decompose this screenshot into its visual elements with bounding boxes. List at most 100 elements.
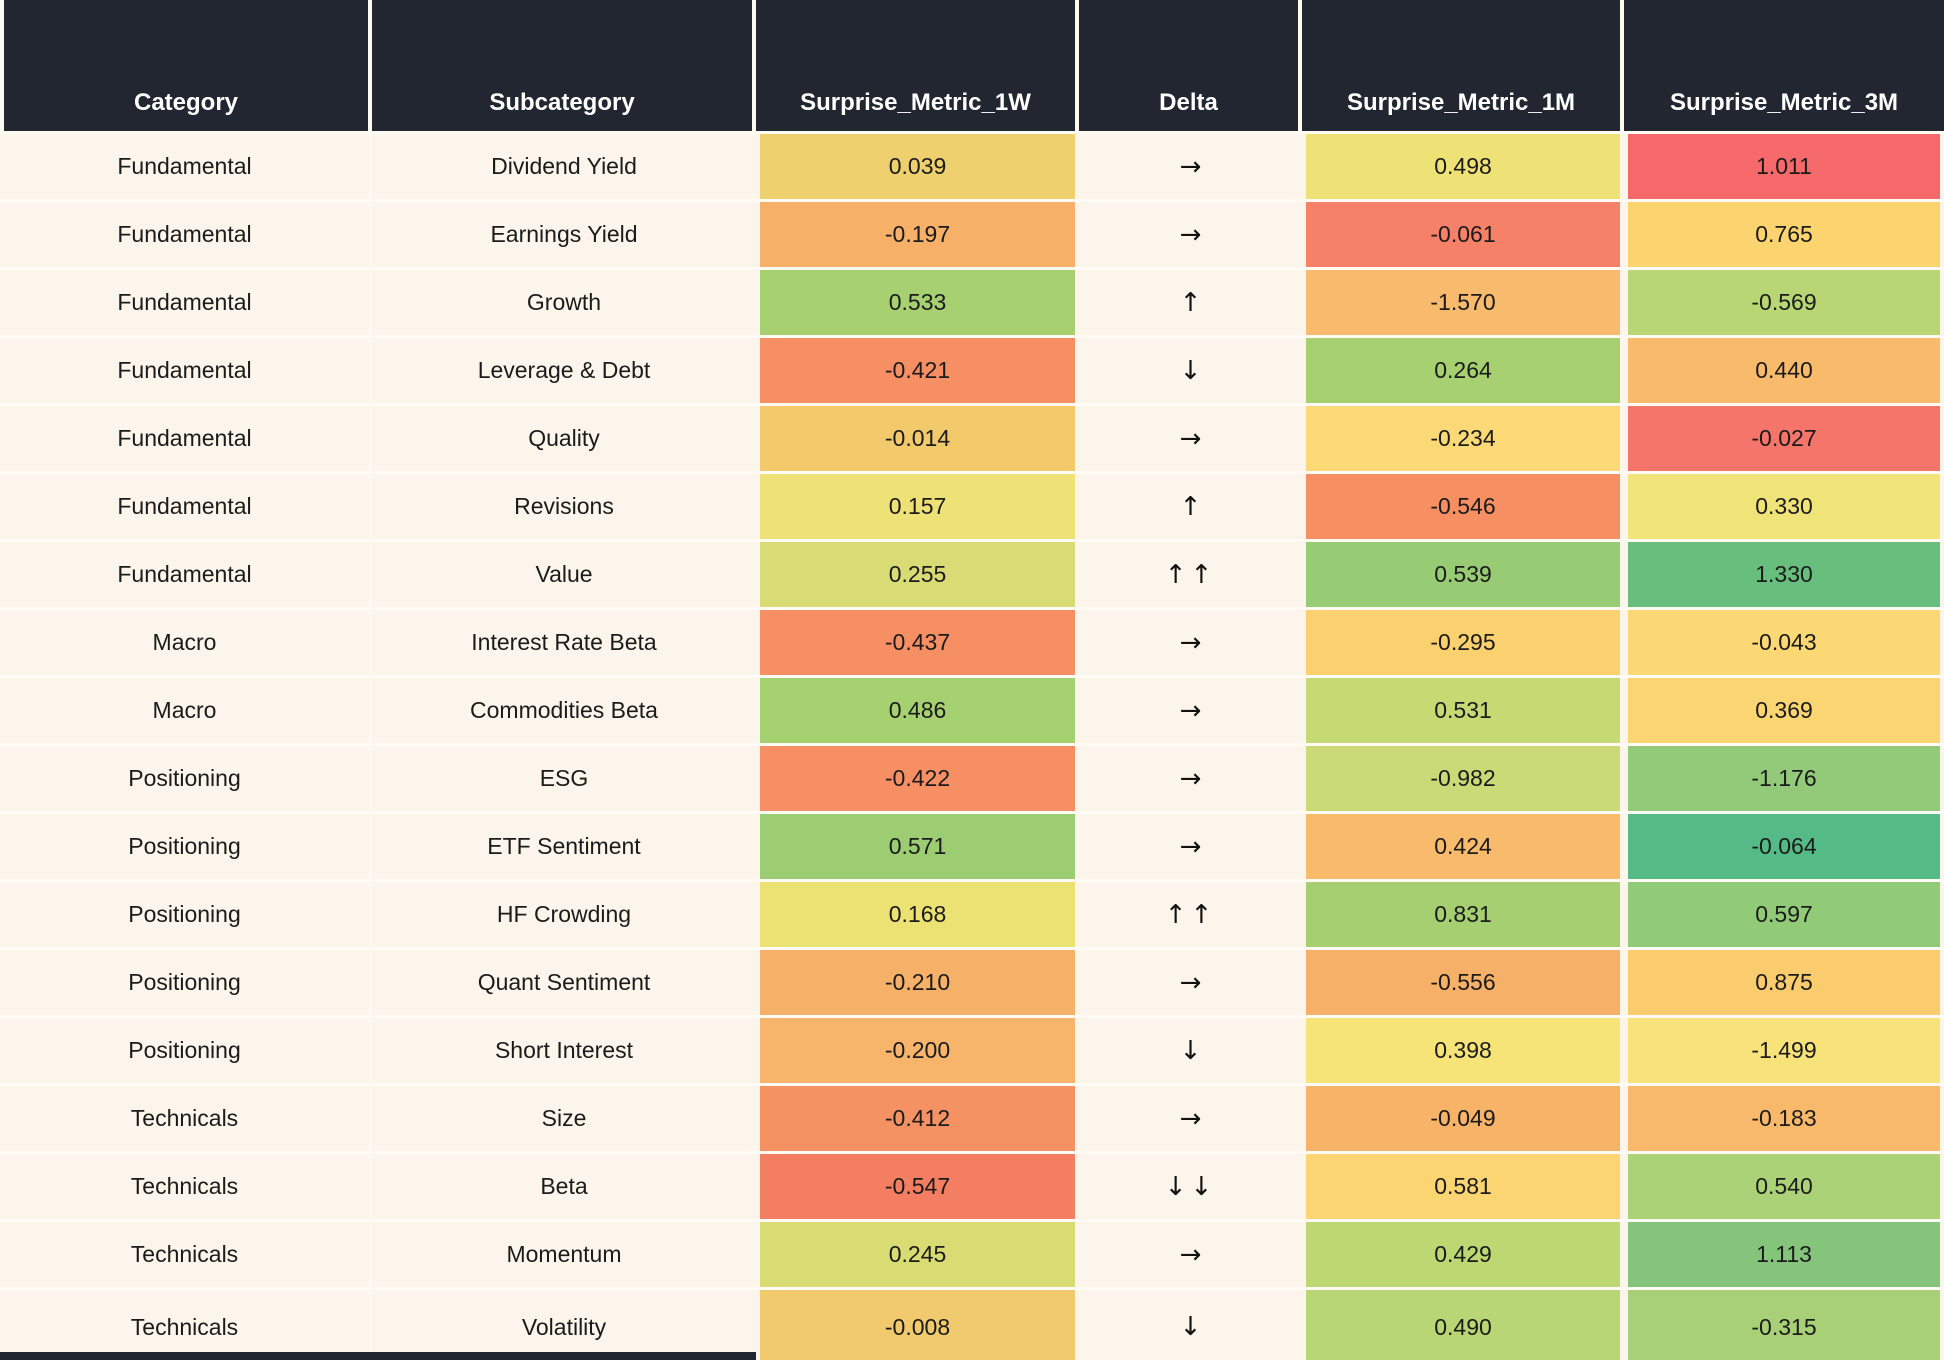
heatmap-cell: -0.569: [1628, 270, 1940, 335]
heatmap-cell: 0.531: [1306, 678, 1620, 743]
metric-1m-cell: -0.556: [1302, 950, 1624, 1018]
heatmap-cell: 0.398: [1306, 1018, 1620, 1083]
subcategory-cell: Momentum: [372, 1222, 756, 1290]
heatmap-cell: -0.422: [760, 746, 1075, 811]
metric-1w-cell: -0.422: [756, 746, 1079, 814]
metric-1m-cell: 0.539: [1302, 542, 1624, 610]
category-cell: Positioning: [0, 746, 372, 814]
heatmap-cell: -0.556: [1306, 950, 1620, 1015]
metric-1w-cell: 0.157: [756, 474, 1079, 542]
heatmap-cell: -0.546: [1306, 474, 1620, 539]
category-cell: Fundamental: [0, 338, 372, 406]
heatmap-cell: 0.498: [1306, 134, 1620, 199]
heatmap-cell: -0.043: [1628, 610, 1940, 675]
subcategory-cell: Volatility: [372, 1290, 756, 1360]
metric-1w-cell: -0.210: [756, 950, 1079, 1018]
category-cell: Macro: [0, 678, 372, 746]
metric-3m-cell: 1.330: [1624, 542, 1944, 610]
delta-cell: ↑: [1079, 270, 1302, 338]
metric-1w-cell: 0.533: [756, 270, 1079, 338]
column-header-surprise-metric-3m: Surprise_Metric_3M: [1624, 0, 1944, 134]
metric-3m-cell: 0.330: [1624, 474, 1944, 542]
heatmap-cell: 0.540: [1628, 1154, 1940, 1219]
delta-cell: ↑: [1079, 474, 1302, 542]
category-cell: Fundamental: [0, 474, 372, 542]
heatmap-cell: -0.183: [1628, 1086, 1940, 1151]
heatmap-cell: -0.064: [1628, 814, 1940, 879]
delta-cell: →: [1079, 1222, 1302, 1290]
subcategory-cell: ESG: [372, 746, 756, 814]
heatmap-cell: -0.982: [1306, 746, 1620, 811]
metric-1w-cell: 0.168: [756, 882, 1079, 950]
metric-1m-cell: -0.061: [1302, 202, 1624, 270]
delta-cell: →: [1079, 678, 1302, 746]
metric-3m-cell: -1.176: [1624, 746, 1944, 814]
heatmap-cell: 0.875: [1628, 950, 1940, 1015]
subcategory-cell: Commodities Beta: [372, 678, 756, 746]
metric-3m-cell: 1.113: [1624, 1222, 1944, 1290]
subcategory-cell: Quant Sentiment: [372, 950, 756, 1018]
metric-1m-cell: -0.295: [1302, 610, 1624, 678]
heatmap-cell: 0.245: [760, 1222, 1075, 1287]
heatmap-cell: -0.049: [1306, 1086, 1620, 1151]
subcategory-cell: Leverage & Debt: [372, 338, 756, 406]
heatmap-cell: 0.424: [1306, 814, 1620, 879]
heatmap-cell: 0.369: [1628, 678, 1940, 743]
column-header-surprise-metric-1w: Surprise_Metric_1W: [756, 0, 1079, 134]
delta-cell: →: [1079, 746, 1302, 814]
delta-cell: →: [1079, 134, 1302, 202]
metric-1m-cell: 0.581: [1302, 1154, 1624, 1222]
heatmap-cell: -0.547: [760, 1154, 1075, 1219]
subcategory-cell: Short Interest: [372, 1018, 756, 1086]
heatmap-cell: 0.255: [760, 542, 1075, 607]
heatmap-cell: 1.330: [1628, 542, 1940, 607]
metric-1w-cell: -0.200: [756, 1018, 1079, 1086]
delta-cell: →: [1079, 950, 1302, 1018]
metric-3m-cell: 0.440: [1624, 338, 1944, 406]
heatmap-cell: 0.039: [760, 134, 1075, 199]
category-cell: Technicals: [0, 1290, 372, 1360]
heatmap-cell: -0.197: [760, 202, 1075, 267]
heatmap-cell: -0.412: [760, 1086, 1075, 1151]
subcategory-cell: Quality: [372, 406, 756, 474]
heatmap-cell: 0.597: [1628, 882, 1940, 947]
metric-3m-cell: -0.064: [1624, 814, 1944, 882]
metric-1w-cell: 0.486: [756, 678, 1079, 746]
heatmap-cell: 0.533: [760, 270, 1075, 335]
subcategory-cell: Revisions: [372, 474, 756, 542]
category-cell: Fundamental: [0, 542, 372, 610]
subcategory-cell: Interest Rate Beta: [372, 610, 756, 678]
metric-1w-cell: -0.547: [756, 1154, 1079, 1222]
category-cell: Positioning: [0, 882, 372, 950]
delta-cell: →: [1079, 1086, 1302, 1154]
metric-1m-cell: 0.398: [1302, 1018, 1624, 1086]
metric-3m-cell: 0.540: [1624, 1154, 1944, 1222]
metric-1m-cell: -1.570: [1302, 270, 1624, 338]
metric-3m-cell: 0.597: [1624, 882, 1944, 950]
heatmap-cell: -0.200: [760, 1018, 1075, 1083]
metric-3m-cell: 0.875: [1624, 950, 1944, 1018]
metric-3m-cell: -0.043: [1624, 610, 1944, 678]
heatmap-cell: 1.011: [1628, 134, 1940, 199]
metric-3m-cell: -1.499: [1624, 1018, 1944, 1086]
delta-cell: →: [1079, 202, 1302, 270]
category-cell: Technicals: [0, 1222, 372, 1290]
metric-1w-cell: -0.412: [756, 1086, 1079, 1154]
subcategory-cell: Size: [372, 1086, 756, 1154]
category-cell: Positioning: [0, 1018, 372, 1086]
metric-1m-cell: 0.424: [1302, 814, 1624, 882]
category-cell: Fundamental: [0, 134, 372, 202]
delta-cell: ↓: [1079, 1018, 1302, 1086]
column-header-category: Category: [0, 0, 372, 134]
category-cell: Positioning: [0, 814, 372, 882]
heatmap-cell: -0.234: [1306, 406, 1620, 471]
heatmap-cell: 0.330: [1628, 474, 1940, 539]
metric-1w-cell: 0.039: [756, 134, 1079, 202]
category-cell: Technicals: [0, 1154, 372, 1222]
metric-1w-cell: -0.437: [756, 610, 1079, 678]
heatmap-cell: -0.027: [1628, 406, 1940, 471]
metric-1w-cell: -0.014: [756, 406, 1079, 474]
metric-1m-cell: -0.546: [1302, 474, 1624, 542]
heatmap-cell: 0.581: [1306, 1154, 1620, 1219]
